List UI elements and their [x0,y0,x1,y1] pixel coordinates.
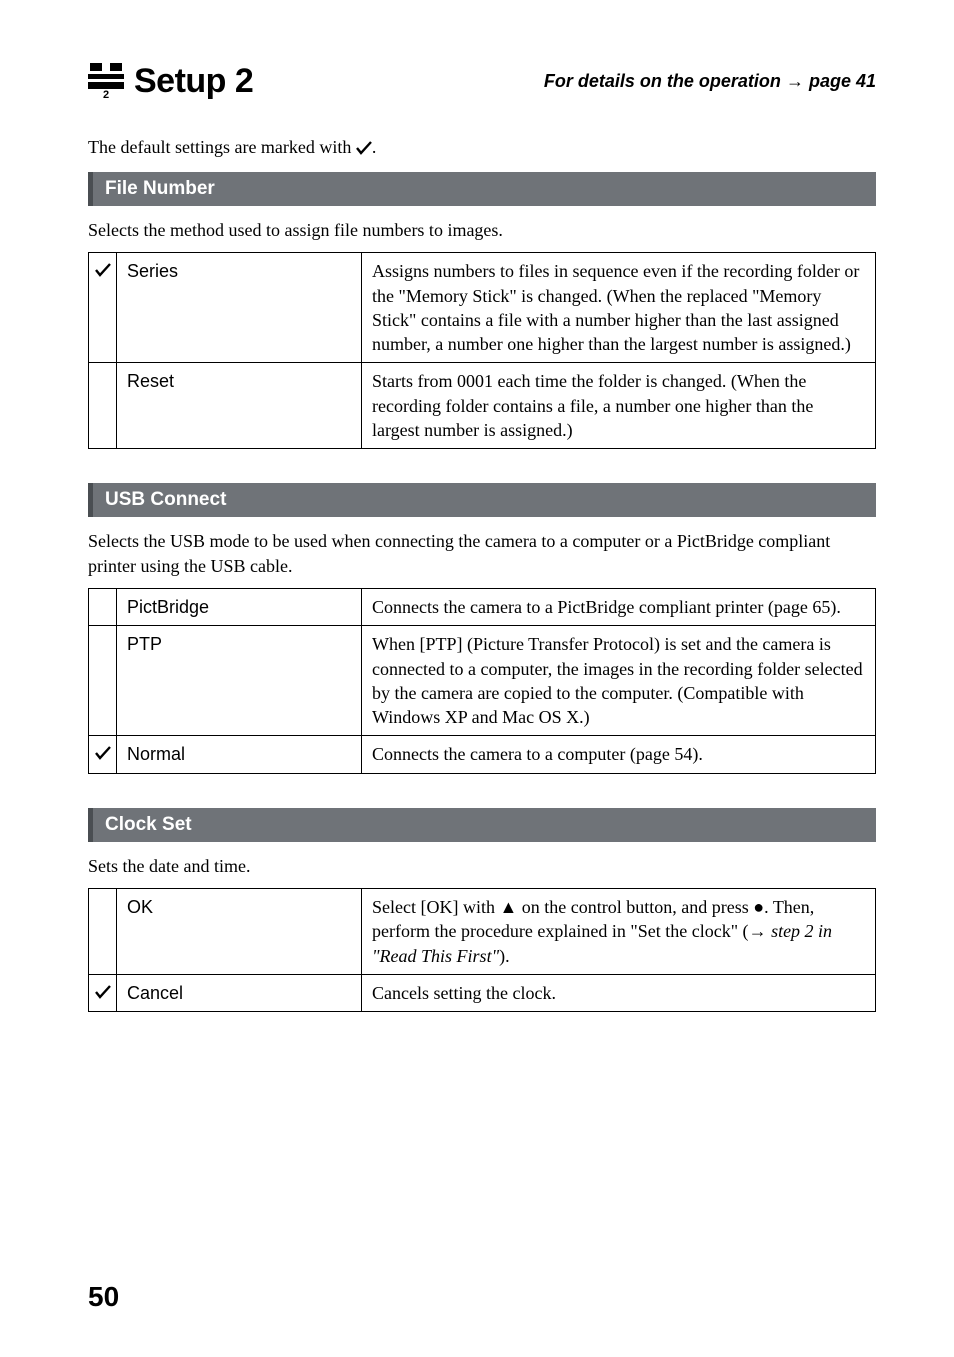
ok-desc-end: ). [499,946,510,966]
option-label: PictBridge [117,588,362,625]
check-icon [95,985,111,999]
intro-prefix: The default settings are marked with [88,137,356,157]
check-cell [89,974,117,1011]
option-label: OK [117,889,362,975]
up-triangle-icon: ▲ [499,897,517,917]
option-desc: Select [OK] with ▲ on the control button… [362,889,876,975]
check-icon [95,746,111,760]
arrow-icon: → [749,921,767,941]
section-bar-usb-connect: USB Connect [88,483,876,517]
table-row: Normal Connects the camera to a computer… [89,736,876,773]
table-row: OK Select [OK] with ▲ on the control but… [89,889,876,975]
section-bar-file-number: File Number [88,172,876,206]
table-row: Reset Starts from 0001 each time the fol… [89,363,876,449]
table-row: PictBridge Connects the camera to a Pict… [89,588,876,625]
option-label: PTP [117,626,362,736]
option-desc: Connects the camera to a PictBridge comp… [362,588,876,625]
option-label: Reset [117,363,362,449]
check-icon [356,141,372,155]
check-cell [89,588,117,625]
arrow-icon: → [786,71,804,91]
crossref-prefix: For details on the operation [544,71,781,91]
option-label: Series [117,253,362,363]
crossref-page: page 41 [809,71,876,91]
check-cell [89,889,117,975]
intro-text: The default settings are marked with . [88,137,876,158]
ok-desc-mid1: on the control button, and press [517,897,753,917]
option-label: Cancel [117,974,362,1011]
section-desc-file-number: Selects the method used to assign file n… [88,218,876,242]
dot-icon: ● [753,897,764,917]
option-desc: Connects the camera to a computer (page … [362,736,876,773]
table-clock-set: OK Select [OK] with ▲ on the control but… [88,888,876,1012]
ok-desc-pre: Select [OK] with [372,897,499,917]
title-group: 2 Setup 2 [88,62,253,101]
header-crossref: For details on the operation → page 41 [544,71,876,92]
table-row: Cancel Cancels setting the clock. [89,974,876,1011]
intro-period: . [372,137,377,157]
toolbox-icon [88,63,124,89]
option-desc: Cancels setting the clock. [362,974,876,1011]
table-usb-connect: PictBridge Connects the camera to a Pict… [88,588,876,774]
table-file-number: Series Assigns numbers to files in seque… [88,252,876,449]
option-desc: Starts from 0001 each time the folder is… [362,363,876,449]
check-cell [89,626,117,736]
table-row: Series Assigns numbers to files in seque… [89,253,876,363]
option-desc: When [PTP] (Picture Transfer Protocol) i… [362,626,876,736]
page-title: Setup 2 [134,62,253,101]
check-cell [89,363,117,449]
section-bar-clock-set: Clock Set [88,808,876,842]
option-label: Normal [117,736,362,773]
section-desc-clock-set: Sets the date and time. [88,854,876,878]
page-number: 50 [88,1281,119,1313]
check-cell [89,253,117,363]
setup-icon: 2 [88,63,124,101]
option-desc: Assigns numbers to files in sequence eve… [362,253,876,363]
check-icon [95,263,111,277]
table-row: PTP When [PTP] (Picture Transfer Protoco… [89,626,876,736]
icon-subscript: 2 [103,90,109,101]
page-header: 2 Setup 2 For details on the operation →… [88,62,876,101]
check-cell [89,736,117,773]
section-desc-usb-connect: Selects the USB mode to be used when con… [88,529,876,578]
